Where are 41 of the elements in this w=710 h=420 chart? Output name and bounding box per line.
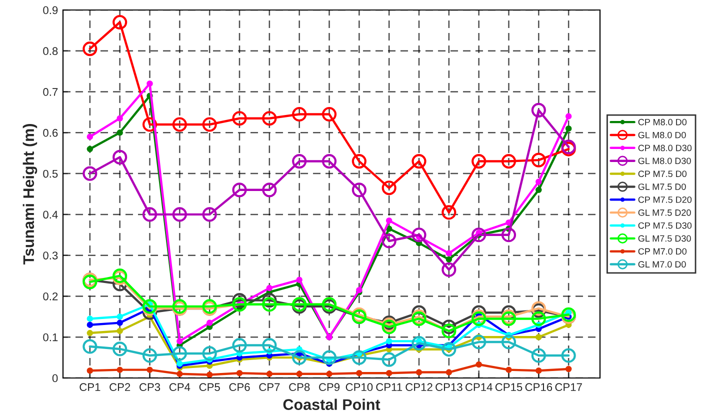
legend-label: CP M8.0 D0: [638, 118, 687, 126]
y-axis-title: Tsunami Height (m): [22, 124, 38, 265]
y-tick-label: 0.9: [43, 6, 58, 14]
x-tick-label: CP17: [555, 383, 582, 392]
legend-label: GL M7.0 D0: [638, 261, 686, 268]
x-tick-label: CP9: [319, 383, 340, 392]
legend-label: CP M7.5 D30: [638, 222, 692, 229]
x-tick-label: CP1: [80, 383, 100, 392]
y-tick-label: 0.4: [43, 210, 58, 219]
legend-label: GL M8.0 D0: [638, 132, 686, 138]
x-tick-label: CP16: [525, 383, 552, 392]
x-tick-label: CP3: [140, 383, 160, 392]
x-tick-label: CP8: [289, 383, 310, 392]
y-tick-label: 0.8: [43, 47, 58, 56]
legend-label: CP M8.0 D30: [638, 144, 692, 152]
y-tick-label: 0.1: [43, 333, 58, 342]
y-tick-label: 0: [52, 374, 58, 382]
x-tick-label: CP10: [346, 383, 373, 392]
legend-label: GL M7.5 D20: [638, 209, 691, 216]
x-tick-label: CP7: [259, 383, 280, 392]
x-tick-label: CP11: [376, 383, 402, 392]
legend-label: CP M7.5 D0: [638, 170, 687, 178]
x-tick-label: CP14: [466, 383, 492, 392]
legend-label: GL M7.5 D0: [638, 184, 686, 190]
y-tick-label: 0.5: [43, 170, 58, 178]
y-tick-label: 0.2: [43, 292, 58, 300]
x-axis-title: Coastal Point: [283, 398, 380, 410]
legend-label: GL M8.0 D30: [638, 158, 691, 164]
x-tick-label: CP5: [199, 383, 220, 392]
legend-label: GL M7.5 D30: [638, 235, 691, 242]
x-tick-label: CP13: [436, 383, 462, 392]
x-tick-label: CP2: [110, 383, 130, 392]
legend-label: CP M7.0 D0: [638, 248, 687, 255]
x-tick-label: CP15: [495, 383, 522, 392]
y-tick-label: 0.7: [43, 88, 58, 96]
x-tick-label: CP4: [169, 383, 190, 392]
y-tick-label: 0.6: [43, 128, 58, 137]
x-tick-label: CP6: [229, 383, 250, 392]
y-tick-label: 0.3: [43, 252, 58, 260]
legend-label: CP M7.5 D20: [638, 196, 692, 203]
x-tick-label: CP12: [406, 383, 432, 392]
